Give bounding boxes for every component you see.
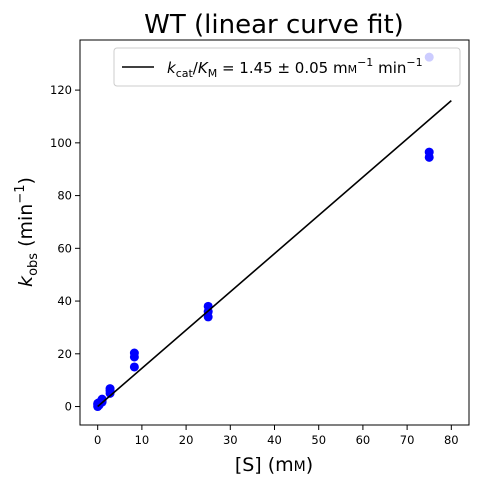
legend-box [113,47,461,87]
data-point [105,384,115,394]
x-axis: 0 10 20 30 40 50 60 70 80 [94,425,459,447]
x-axis-label-close: ) [306,454,313,476]
legend: kcat/KM = 1.45 ± 0.05 mM−1 min−1 [113,47,461,87]
x-tick-label: 60 [356,433,371,447]
legend-label: kcat/KM = 1.45 ± 0.05 mM−1 min−1 [167,56,423,80]
legend-sup2: −1 [406,56,422,69]
x-axis-label-main: [S] (m [235,454,294,476]
legend-K-sub: M [208,67,218,80]
chart-title: WT (linear curve fit) [144,10,404,40]
data-point [424,147,434,157]
data-point [203,301,213,311]
data-point [129,348,139,358]
legend-k: k [167,59,177,77]
x-tick-label: 30 [223,433,238,447]
y-axis-label: kobs (min−1) [13,177,41,287]
fit-line-layer [97,100,452,408]
legend-k-sub: cat [176,67,194,80]
y-axis-label-sup: −1 [13,184,28,203]
y-tick-label: 0 [65,400,72,414]
y-tick-label: 40 [57,294,72,308]
x-tick-label: 0 [94,433,101,447]
fit-line [97,100,452,408]
y-axis-label-rest: (min [15,204,37,253]
y-axis-label-close: ) [15,177,37,184]
y-axis-label-k: k [15,275,37,287]
data-point [129,362,139,372]
y-axis: 0 20 40 60 80 100 120 [50,83,80,414]
x-axis-label: [S] (mM) [235,454,313,476]
x-axis-label-unit: M [294,459,306,475]
legend-sup1: −1 [357,56,373,69]
y-tick-label: 60 [57,241,72,255]
x-tick-label: 50 [311,433,326,447]
y-axis-label-sub: obs [26,253,41,276]
legend-value: = 1.45 ± 0.05 m [217,59,347,77]
x-tick-label: 20 [179,433,194,447]
legend-K: K [198,59,209,77]
x-tick-label: 40 [267,433,282,447]
y-tick-label: 100 [50,136,72,150]
y-tick-label: 120 [50,83,72,97]
y-tick-label: 20 [57,347,72,361]
x-tick-label: 80 [444,433,459,447]
legend-slash: / [193,59,199,77]
legend-min: min [373,59,406,77]
y-tick-label: 80 [57,189,72,203]
x-tick-label: 70 [400,433,415,447]
x-tick-label: 10 [135,433,150,447]
legend-unit: M [348,63,358,76]
